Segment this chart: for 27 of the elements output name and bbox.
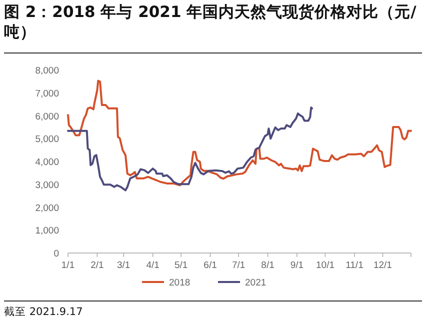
y-tick-label: 3,000 [35,180,59,191]
legend-label: 2018 [169,278,190,288]
x-tick-label: 3/1 [116,260,130,271]
y-tick-label: 8,000 [35,66,59,76]
x-tick-label: 8/1 [261,260,274,271]
legend-label: 2021 [245,278,266,288]
x-tick-label: 2/1 [90,260,104,271]
y-tick-label: 0 [54,248,59,260]
y-tick-label: 7,000 [35,88,59,100]
y-tick-label: 6,000 [35,111,59,122]
x-tick-label: 10/1 [316,260,334,271]
x-tick-label: 4/1 [146,260,160,271]
y-tick-label: 2,000 [35,202,59,214]
x-tick-label: 5/1 [174,260,188,271]
x-tick-label: 9/1 [290,260,304,271]
y-tick-label: 5,000 [35,134,59,146]
y-tick-label: 4,000 [35,157,59,168]
text: 截至 2021.9.17 [4,305,83,319]
x-tick-label: 7/1 [232,260,246,271]
x-tick-label: 12/1 [373,260,392,271]
x-tick-label: 6/1 [204,260,217,271]
line-series [67,106,314,192]
chart-title: 图 2：2018 年与 2021 年国内天然气现货价格对比（元/吨） [4,2,418,42]
line-series [67,80,412,186]
x-tick-label: 11/1 [346,260,364,271]
x-tick-label: 1/1 [61,260,75,271]
y-tick-label: 1,000 [35,226,59,237]
